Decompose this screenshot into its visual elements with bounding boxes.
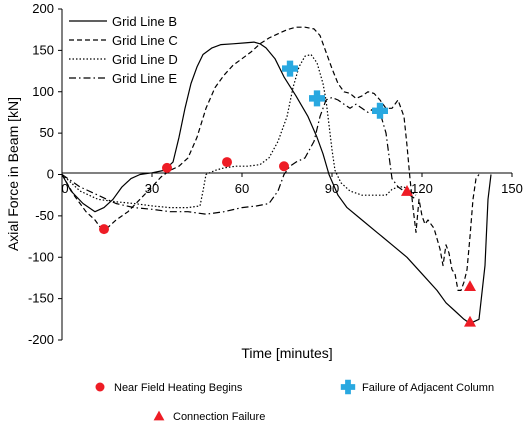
y-tick-label: 50 xyxy=(40,125,54,140)
marker-point xyxy=(162,162,172,173)
legend-label: Grid Line E xyxy=(112,71,177,86)
x-tick-label: 120 xyxy=(411,181,433,196)
marker-legend-symbol xyxy=(95,382,105,392)
marker-point xyxy=(222,157,232,168)
marker-point xyxy=(309,90,325,107)
series-line xyxy=(61,41,492,324)
marker-point xyxy=(372,102,388,119)
marker-legend-label: Connection Failure xyxy=(173,411,265,423)
y-axis-title: Axial Force in Beam [kN] xyxy=(5,97,21,251)
y-tick-label: -150 xyxy=(28,291,54,306)
series-line xyxy=(61,53,417,209)
x-tick-label: 150 xyxy=(501,181,523,196)
y-tick-label: 100 xyxy=(32,84,54,99)
x-tick-label: 30 xyxy=(145,181,159,196)
y-tick-label: -100 xyxy=(28,249,54,264)
y-tick-label: 200 xyxy=(32,1,54,16)
marker-point xyxy=(279,161,289,172)
marker-legend-symbol xyxy=(153,410,165,421)
marker-legend: Near Field Heating Begins Failure of Adja… xyxy=(95,379,494,423)
x-axis-title: Time [minutes] xyxy=(241,345,332,361)
legend-label: Grid Line C xyxy=(112,33,178,48)
marker-legend-label: Failure of Adjacent Column xyxy=(362,382,494,394)
marker-point xyxy=(464,280,476,292)
marker-legend-symbol xyxy=(340,379,356,395)
markers-group xyxy=(99,60,476,327)
axes: 200 150 100 50 0 -50 -100 -150 -200 0 30 60 90 120 150 xyxy=(28,1,523,347)
marker-point xyxy=(99,224,109,235)
marker-point xyxy=(464,315,476,327)
y-tick-label: -50 xyxy=(35,208,54,223)
legend-label: Grid Line D xyxy=(112,52,178,67)
x-tick-label: 90 xyxy=(325,181,339,196)
legend: Grid Line B Grid Line C Grid Line D Grid Li… xyxy=(69,14,178,86)
series-line xyxy=(61,26,480,291)
marker-point xyxy=(401,185,413,196)
y-tick-label: -200 xyxy=(28,332,54,347)
y-tick-label: 150 xyxy=(32,42,54,57)
y-tick-label: 0 xyxy=(47,167,54,182)
legend-label: Grid Line B xyxy=(112,14,177,29)
marker-point xyxy=(282,60,298,77)
marker-legend-label: Near Field Heating Begins xyxy=(114,382,243,394)
x-tick-label: 0 xyxy=(61,181,68,196)
x-tick-label: 60 xyxy=(235,181,249,196)
